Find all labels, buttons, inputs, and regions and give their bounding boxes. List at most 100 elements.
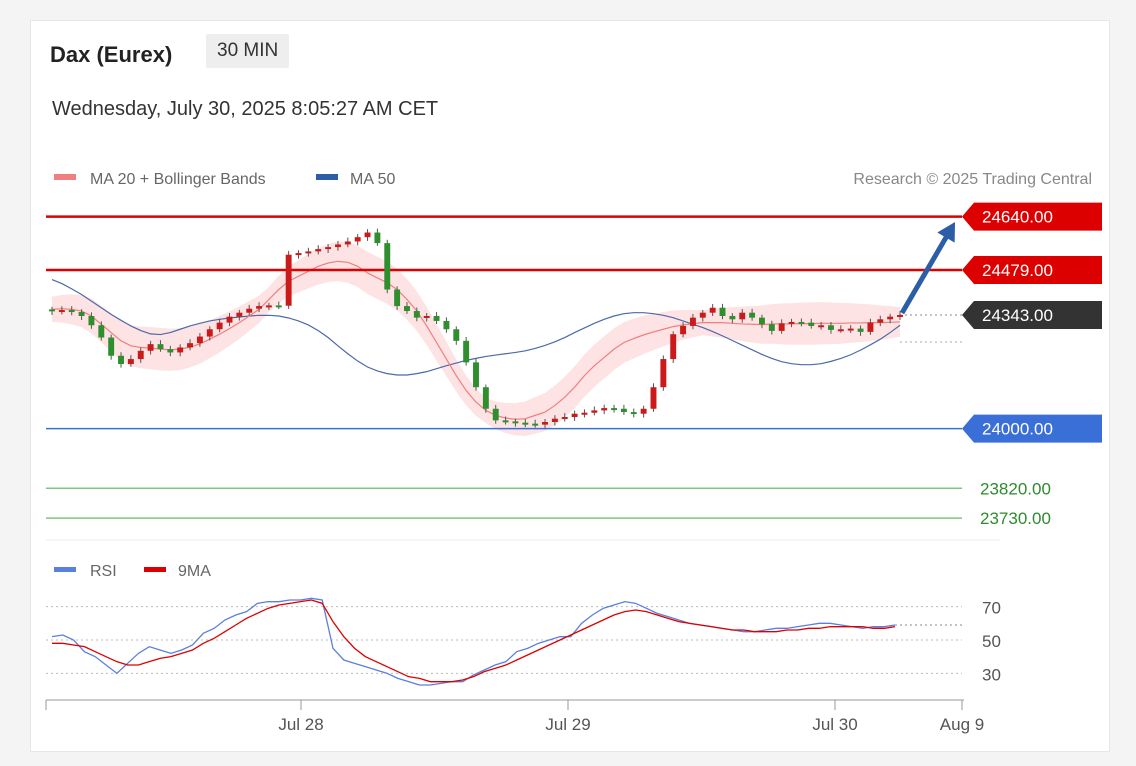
- candle-body: [285, 254, 292, 306]
- ma50-legend-label: MA 50: [350, 171, 395, 188]
- candle-body: [818, 325, 825, 328]
- candle-body: [443, 320, 450, 330]
- candle-body: [246, 308, 253, 313]
- candle-body: [78, 312, 85, 316]
- x-tick-label: Jul 29: [545, 715, 590, 734]
- candle-body: [295, 253, 302, 256]
- candle-body: [482, 387, 489, 409]
- candle-body: [433, 316, 440, 321]
- candle-body: [768, 324, 775, 331]
- candle-body: [887, 316, 894, 320]
- candle-body: [512, 421, 519, 424]
- rsi-grid: 70 50 30: [46, 599, 1001, 684]
- candle-body: [847, 328, 854, 331]
- ma20-legend-label: MA 20 + Bollinger Bands: [90, 171, 266, 188]
- candle-body: [305, 251, 312, 254]
- candle-body: [196, 336, 203, 344]
- forecast-arrow: [899, 221, 956, 315]
- level-label: 23820.00: [980, 479, 1051, 498]
- candle-body: [620, 408, 627, 413]
- candle-body: [798, 321, 805, 324]
- rsi-tick-label: 30: [982, 665, 1001, 684]
- level-label-tag: [962, 202, 1102, 231]
- candles: [49, 228, 903, 429]
- candle-body: [98, 325, 105, 338]
- candle-body: [758, 317, 765, 325]
- price-levels: [46, 215, 962, 519]
- candle-body: [689, 317, 696, 326]
- candle-body: [206, 329, 213, 337]
- candle-body: [256, 306, 263, 309]
- candle-body: [601, 408, 608, 411]
- rsi-tick-label: 50: [982, 632, 1001, 651]
- candle-body: [226, 316, 233, 323]
- candle-body: [502, 420, 509, 423]
- candle-body: [778, 323, 785, 331]
- candle-body: [739, 312, 746, 320]
- candle-body: [699, 312, 706, 318]
- candle-body: [49, 309, 55, 312]
- arrow-shaft: [899, 229, 953, 315]
- header: Dax (Eurex) 30 MIN Wednesday, July 30, 2…: [30, 20, 1108, 750]
- arrow-head: [937, 221, 956, 243]
- candle-body: [660, 359, 667, 388]
- candle-body: [108, 337, 115, 356]
- candle-body: [364, 232, 371, 238]
- candle-body: [640, 408, 647, 414]
- copyright-text: Research © 2025 Trading Central: [853, 171, 1092, 188]
- candle-body: [591, 410, 598, 413]
- rsi-tick-label: 70: [982, 599, 1001, 618]
- candle-body: [453, 329, 460, 341]
- rsi-legend-swatch: [54, 567, 76, 572]
- candle-body: [187, 343, 194, 348]
- candle-body: [542, 422, 548, 425]
- candle-body: [423, 316, 430, 318]
- candle-body: [670, 334, 677, 360]
- x-tick-label: Jul 30: [812, 715, 857, 734]
- candle-body: [473, 362, 479, 388]
- candle-body: [404, 306, 410, 312]
- candle-body: [118, 355, 124, 365]
- rsi-legend-label: RSI: [90, 563, 117, 580]
- candle-body: [463, 340, 470, 363]
- ma50-legend-swatch: [316, 174, 338, 180]
- candle-body: [680, 325, 687, 335]
- level-labels: 24640.00 24479.00 24343.00 24000.00 23820.00…: [962, 202, 1102, 528]
- candle-body: [137, 350, 144, 360]
- level-label: 23730.00: [980, 509, 1051, 528]
- candle-body: [265, 305, 272, 308]
- level-label: 24479.00: [982, 261, 1053, 280]
- candle-body: [828, 325, 834, 330]
- rsi-ma-line: [52, 599, 896, 683]
- candle-body: [650, 387, 657, 409]
- rsi-ma-legend-swatch: [144, 567, 166, 572]
- candle-body: [374, 232, 381, 244]
- timeframe-badge[interactable]: 30 MIN: [206, 34, 290, 68]
- candle-body: [561, 417, 568, 420]
- candle-body: [216, 322, 223, 330]
- level-label: 24640.00: [982, 208, 1053, 227]
- level-label-tag: [962, 414, 1102, 443]
- candle-body: [157, 344, 164, 350]
- x-tick-label: Aug 9: [940, 715, 984, 734]
- candle-body: [325, 247, 332, 250]
- candle-body: [857, 328, 864, 332]
- level-label-tag: [962, 255, 1102, 284]
- candle-body: [719, 307, 726, 316]
- candle-body: [127, 359, 134, 365]
- candle-body: [354, 237, 361, 242]
- candle-body: [630, 412, 637, 415]
- level-label-tag: [962, 301, 1102, 330]
- candle-body: [88, 316, 95, 326]
- level-label: 24000.00: [982, 420, 1053, 439]
- candle-body: [384, 243, 391, 290]
- ma50-line: [51, 279, 901, 376]
- candle-body: [147, 344, 154, 351]
- timestamp: Wednesday, July 30, 2025 8:05:27 AM CET: [52, 98, 439, 120]
- candle-body: [68, 310, 75, 313]
- ma20-legend-swatch: [54, 174, 76, 180]
- candle-body: [729, 316, 736, 320]
- candle-body: [522, 422, 529, 425]
- candle-body: [394, 289, 401, 307]
